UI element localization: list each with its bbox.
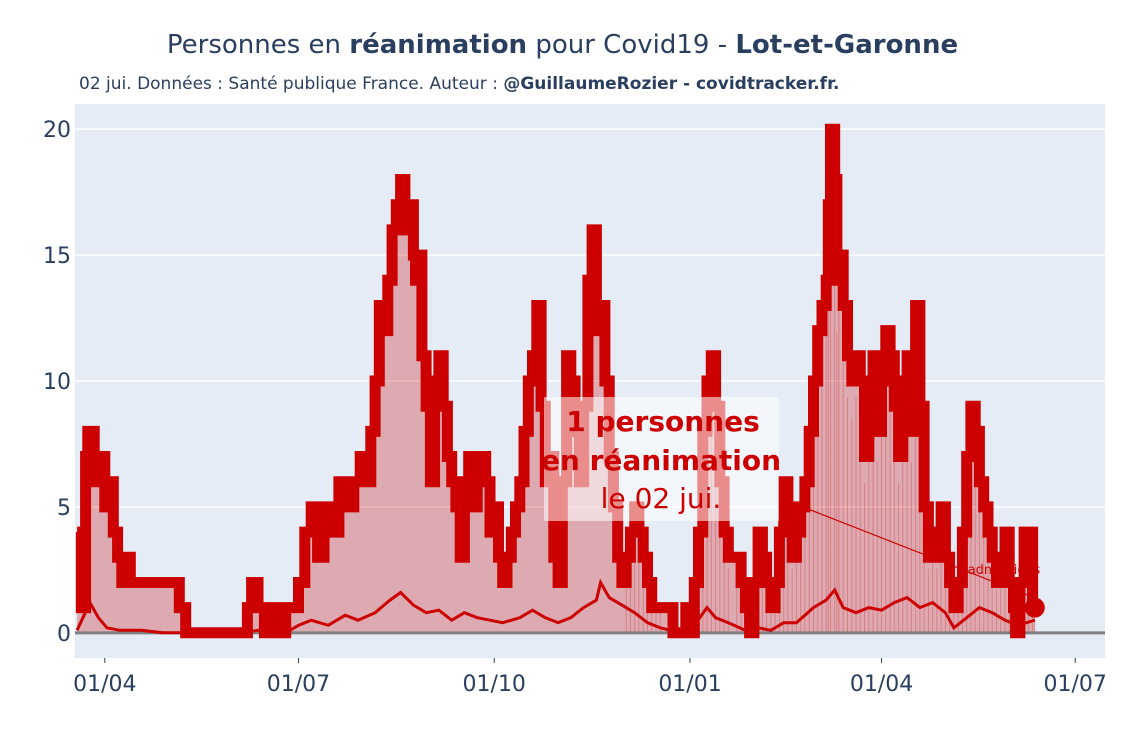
- x-tick-labels: 01/04 01/07 01/10 01/01 01/04 01/07: [73, 672, 1107, 697]
- chart-title: Personnes en réanimation pour Covid19 - …: [0, 30, 1125, 60]
- subtitle-author: @GuillaumeRozier - covidtracker.fr.: [503, 74, 840, 94]
- reanimation-line: [75, 123, 1039, 639]
- title-prefix: Personnes en: [166, 30, 350, 60]
- subtitle-text: 02 jui. Données : Santé publique France.…: [79, 74, 504, 94]
- x-tick-label: 01/04: [73, 672, 136, 697]
- last-value-marker: [1024, 597, 1045, 618]
- annotation-line-2: en réanimation: [541, 444, 781, 477]
- admissions-annotation-label: admissions: [968, 563, 1041, 578]
- reanimation-area: [77, 129, 1035, 633]
- x-tick-label: 01/07: [267, 672, 330, 697]
- chart-subtitle: 02 jui. Données : Santé publique France.…: [79, 74, 840, 94]
- y-tick-label: 5: [57, 496, 71, 521]
- x-tick-label: 01/01: [658, 672, 721, 697]
- title-bold-1: réanimation: [349, 30, 528, 60]
- y-tick-label: 10: [43, 370, 71, 395]
- admissions-annotation-arrow: [779, 497, 1041, 601]
- admissions-line: [75, 578, 1036, 635]
- y-tick-label: 15: [43, 244, 71, 269]
- x-tick-label: 01/10: [463, 672, 526, 697]
- annotation-box: [544, 397, 779, 521]
- annotation-line-3: le 02 jui.: [601, 482, 722, 515]
- y-tick-label: 20: [43, 118, 71, 143]
- admissions-annotation-value: 0: [1000, 544, 1008, 559]
- y-tick-labels: 0 5 10 15 20: [43, 118, 71, 647]
- x-tick-label: 01/04: [850, 672, 913, 697]
- y-tick-label: 0: [57, 622, 71, 647]
- main-annotation: 1 personnes en réanimation le 02 jui.: [541, 397, 781, 521]
- annotation-line-1: 1 personnes: [566, 405, 760, 438]
- x-tick-label: 01/07: [1044, 672, 1107, 697]
- title-middle: pour Covid19 -: [527, 30, 736, 60]
- title-bold-2: Lot-et-Garonne: [735, 30, 959, 60]
